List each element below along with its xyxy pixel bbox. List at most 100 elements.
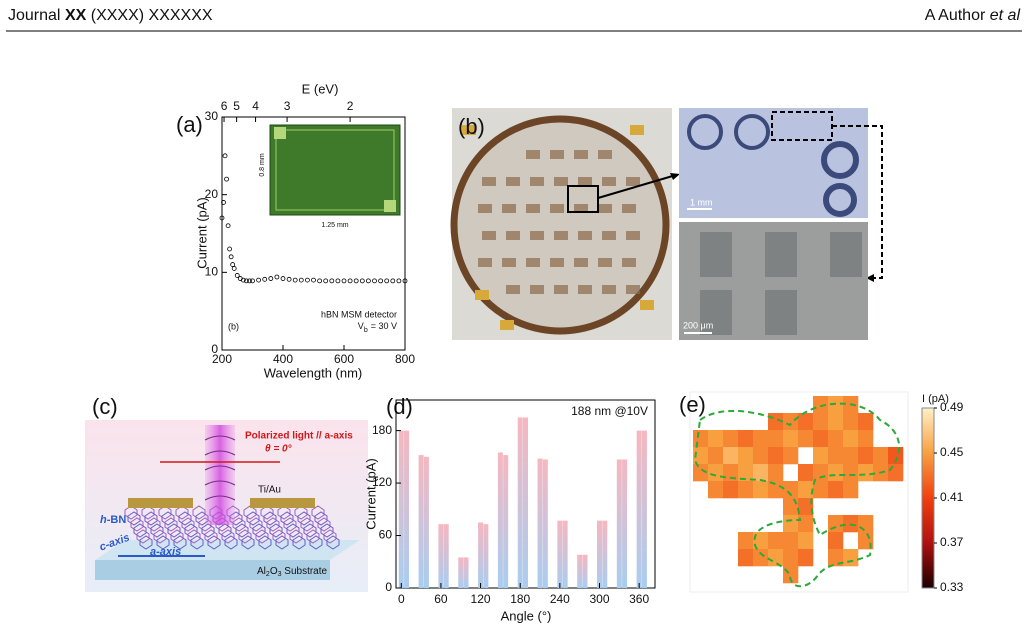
sem-pattern — [765, 290, 797, 335]
heat-cell — [828, 532, 844, 550]
data-point — [311, 277, 316, 283]
lattice-cell — [311, 505, 325, 520]
lattice-cell — [320, 523, 334, 538]
heat-cell — [768, 481, 784, 499]
lattice-cell — [258, 535, 272, 550]
data-point — [292, 277, 298, 283]
data-point — [384, 278, 390, 284]
data-point — [304, 277, 310, 283]
gold-foil — [500, 320, 514, 330]
lattice-cell — [178, 511, 192, 526]
heat-cell — [798, 532, 814, 550]
dashed-link — [832, 125, 883, 279]
device — [530, 177, 544, 186]
y-tick-label: 0 — [211, 342, 218, 356]
x-tick-label: 360 — [629, 592, 649, 606]
heat-cell — [843, 447, 859, 465]
device — [554, 231, 568, 240]
bar — [636, 430, 642, 588]
heat-cell — [783, 430, 799, 448]
heat-cell — [753, 447, 769, 465]
device — [502, 204, 516, 213]
colorbar-tick-label: 0.45 — [940, 445, 964, 459]
x-axis-label: Angle (°) — [501, 608, 552, 623]
lattice-cell — [323, 529, 337, 544]
device — [554, 285, 568, 294]
lattice-cell — [255, 529, 269, 544]
sem-pattern — [700, 232, 732, 277]
lattice-cell — [286, 523, 300, 538]
data-point — [286, 276, 292, 282]
device — [550, 150, 564, 159]
heat-cell — [768, 549, 784, 567]
device — [506, 177, 520, 186]
bar — [616, 459, 622, 588]
light-label: Polarized light // a-axis — [245, 431, 353, 442]
data-point — [347, 278, 353, 284]
y-tick-label: 60 — [379, 528, 393, 542]
bar — [582, 554, 588, 588]
data-point — [262, 276, 268, 282]
heat-cell — [843, 481, 859, 499]
device — [578, 177, 592, 186]
data-point — [329, 278, 335, 284]
device — [506, 231, 520, 240]
heat-cell — [843, 549, 859, 567]
lattice-cell — [161, 511, 175, 526]
device — [526, 204, 540, 213]
substrate-label: Al2O3 Substrate — [257, 566, 328, 578]
data-point — [341, 278, 347, 284]
substrate-part: O — [270, 566, 278, 577]
heat-cell — [753, 532, 769, 550]
heat-cell — [738, 549, 754, 567]
bar — [418, 455, 424, 588]
lattice-cell — [249, 517, 263, 532]
heat-cell — [843, 430, 859, 448]
panel-b: (b) 1 mm 200 μm — [450, 108, 883, 340]
heat-cell — [723, 481, 739, 499]
data-point — [359, 278, 365, 284]
data-point — [222, 153, 228, 159]
data-point — [402, 278, 408, 284]
pattern — [687, 114, 723, 150]
gold-foil — [630, 125, 644, 135]
device — [478, 258, 492, 267]
x-tick-label: 200 — [212, 352, 232, 366]
heat-cell — [708, 430, 724, 448]
inset-pad — [384, 200, 396, 212]
a-axis-label: a-axis — [150, 546, 181, 558]
data-point — [234, 273, 240, 278]
device — [598, 204, 612, 213]
bar — [497, 452, 503, 588]
data-point — [280, 276, 286, 281]
heat-cell — [828, 515, 844, 533]
lattice-cell — [297, 511, 311, 526]
y-tick-label: 180 — [372, 423, 392, 437]
heat-cell — [693, 430, 709, 448]
substrate-part: Substrate — [282, 566, 328, 577]
colorbar-tick-label: 0.37 — [940, 535, 964, 549]
data-point — [231, 266, 237, 271]
inset-label: 0.8 mm — [259, 153, 266, 177]
inset-label: 1.25 mm — [321, 222, 348, 229]
lattice-cell — [238, 529, 252, 544]
lattice-cell — [326, 535, 340, 550]
heat-cell — [843, 413, 859, 431]
device — [530, 285, 544, 294]
device — [550, 204, 564, 213]
heat-cell — [738, 532, 754, 550]
annotation: 188 nm @10V — [571, 404, 648, 418]
device — [574, 258, 588, 267]
device — [574, 150, 588, 159]
heat-cell — [708, 447, 724, 465]
lattice-cell — [164, 517, 178, 532]
panel-label: (a) — [176, 112, 203, 137]
bias-subscript: b — [364, 327, 368, 334]
heat-cell — [768, 430, 784, 448]
heat-cell — [783, 515, 799, 533]
lattice-cell — [133, 523, 147, 538]
data-point — [225, 223, 231, 229]
heat-cell — [738, 430, 754, 448]
data-point — [390, 278, 396, 284]
device — [578, 231, 592, 240]
